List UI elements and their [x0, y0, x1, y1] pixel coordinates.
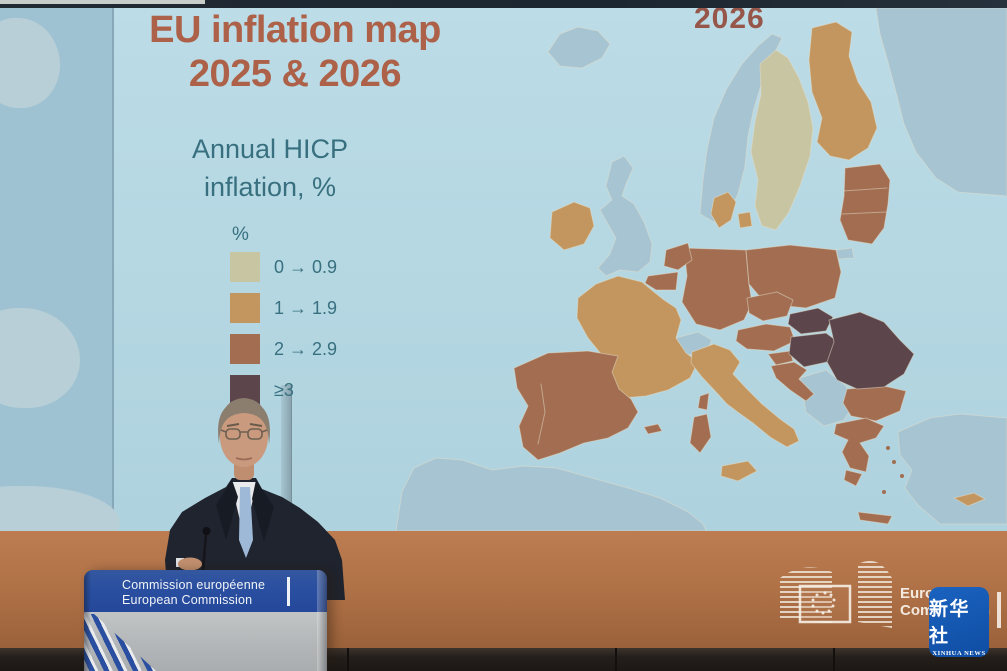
legend-label: 0 → 0.9 — [274, 256, 338, 277]
map-belgium — [644, 271, 679, 291]
map-italy — [690, 343, 800, 448]
microphone-head — [202, 527, 211, 535]
floor-seam — [615, 648, 617, 671]
speaker-lapel-left — [216, 480, 238, 540]
map-north-africa — [395, 457, 707, 531]
podium-banner: Commission européenne European Commissio… — [84, 570, 327, 612]
speaker-lapel-right — [252, 480, 274, 542]
projection-screen: EU inflation map 2025 & 2026 Annual HICP… — [0, 0, 1007, 531]
map-ireland — [549, 201, 595, 251]
speaker-hand — [178, 557, 202, 571]
speaker-suit — [165, 478, 345, 600]
podium-right-edge — [317, 570, 327, 671]
floor-seam — [347, 648, 349, 671]
map-slovenia — [767, 350, 794, 366]
map-austria — [735, 323, 796, 352]
slide-title-line1: EU inflation map — [149, 9, 441, 51]
podium-divider-bar — [287, 577, 290, 606]
map-crete — [857, 511, 893, 525]
podium: Commission européenne European Commissio… — [84, 570, 327, 671]
side-screen-panel — [0, 8, 120, 556]
slide-subtitle: Annual HICP inflation, % — [140, 130, 400, 206]
speaker-face — [220, 407, 268, 467]
screen-top-bezel — [0, 0, 1007, 8]
map-denmark-island — [737, 211, 753, 229]
legend-label: 2 → 2.9 — [274, 338, 338, 359]
map-slovakia — [787, 307, 834, 335]
legend-label: ≥3 — [274, 379, 294, 400]
speaker-hair-top — [221, 398, 267, 424]
podium-body — [84, 612, 327, 671]
map-poland — [745, 244, 842, 309]
map-iceland — [547, 26, 611, 69]
legend-unit: % — [232, 224, 249, 245]
map-cyprus — [953, 492, 986, 507]
eu-flag-stars — [811, 591, 836, 615]
map-netherlands — [663, 242, 693, 271]
speaker-brows — [226, 423, 263, 427]
wall-logo-divider — [997, 592, 1001, 628]
map-denmark — [710, 191, 737, 229]
xinhua-english-name: XINHUA NEWS — [932, 650, 986, 657]
xinhua-news-watermark: 新华社 XINHUA NEWS — [929, 587, 989, 657]
microphone-stem — [201, 533, 208, 572]
floor-seam — [833, 648, 835, 671]
legend-swatch-1-1.9 — [230, 293, 260, 323]
map-croatia — [770, 361, 815, 402]
map-sweden — [750, 49, 814, 231]
legend-row: 1 → 1.9 — [230, 293, 337, 323]
map-corsica — [697, 392, 710, 411]
legend-swatch-0-0.9 — [230, 252, 260, 282]
map-legend: % 0 → 0.9 1 → 1.9 2 → 2.9 ≥3 — [230, 224, 337, 416]
podium-stripes-decoration — [84, 614, 156, 671]
xinhua-chinese-name: 新华社 — [929, 599, 971, 647]
ceiling-sliver — [0, 0, 205, 4]
map-bulgaria — [842, 385, 907, 422]
legend-label: 1 → 1.9 — [274, 297, 338, 318]
legend-row: 0 → 0.9 — [230, 252, 337, 282]
map-iberia — [513, 350, 639, 461]
map-border-baltics — [841, 187, 888, 215]
podium-text-fr: Commission européenne — [122, 578, 266, 592]
podium-text-en: European Commission — [122, 592, 253, 607]
map-russia — [875, 7, 1007, 197]
map-greece — [833, 417, 885, 473]
map-border-portugal — [537, 383, 546, 445]
map-sardinia — [689, 413, 712, 454]
map-romania — [826, 311, 915, 390]
map-finland — [808, 21, 878, 161]
map-uk — [597, 155, 653, 277]
eu-inflation-map — [395, 7, 1007, 531]
speaker-tie — [239, 487, 253, 558]
slide-title-line2: 2025 & 2026 — [188, 53, 402, 95]
european-commission-logo — [780, 561, 892, 628]
screen-panel-seam — [281, 385, 292, 531]
legend-row: 2 → 2.9 — [230, 334, 337, 364]
map-peloponnese — [843, 469, 863, 487]
slide-subtitle-line1: Annual HICP — [191, 134, 349, 164]
slide-subtitle-line2: inflation, % — [203, 172, 337, 202]
map-sicily — [720, 460, 758, 482]
legend-swatch-2-2.9 — [230, 334, 260, 364]
speaker-mouth — [235, 457, 253, 461]
map-balearics — [643, 423, 663, 435]
speaker-glasses — [220, 428, 268, 440]
slide-title: EU inflation map 2025 & 2026 — [112, 8, 478, 96]
map-baltics — [839, 163, 891, 245]
podium-left-edge — [84, 570, 91, 671]
map-czechia — [746, 291, 794, 322]
